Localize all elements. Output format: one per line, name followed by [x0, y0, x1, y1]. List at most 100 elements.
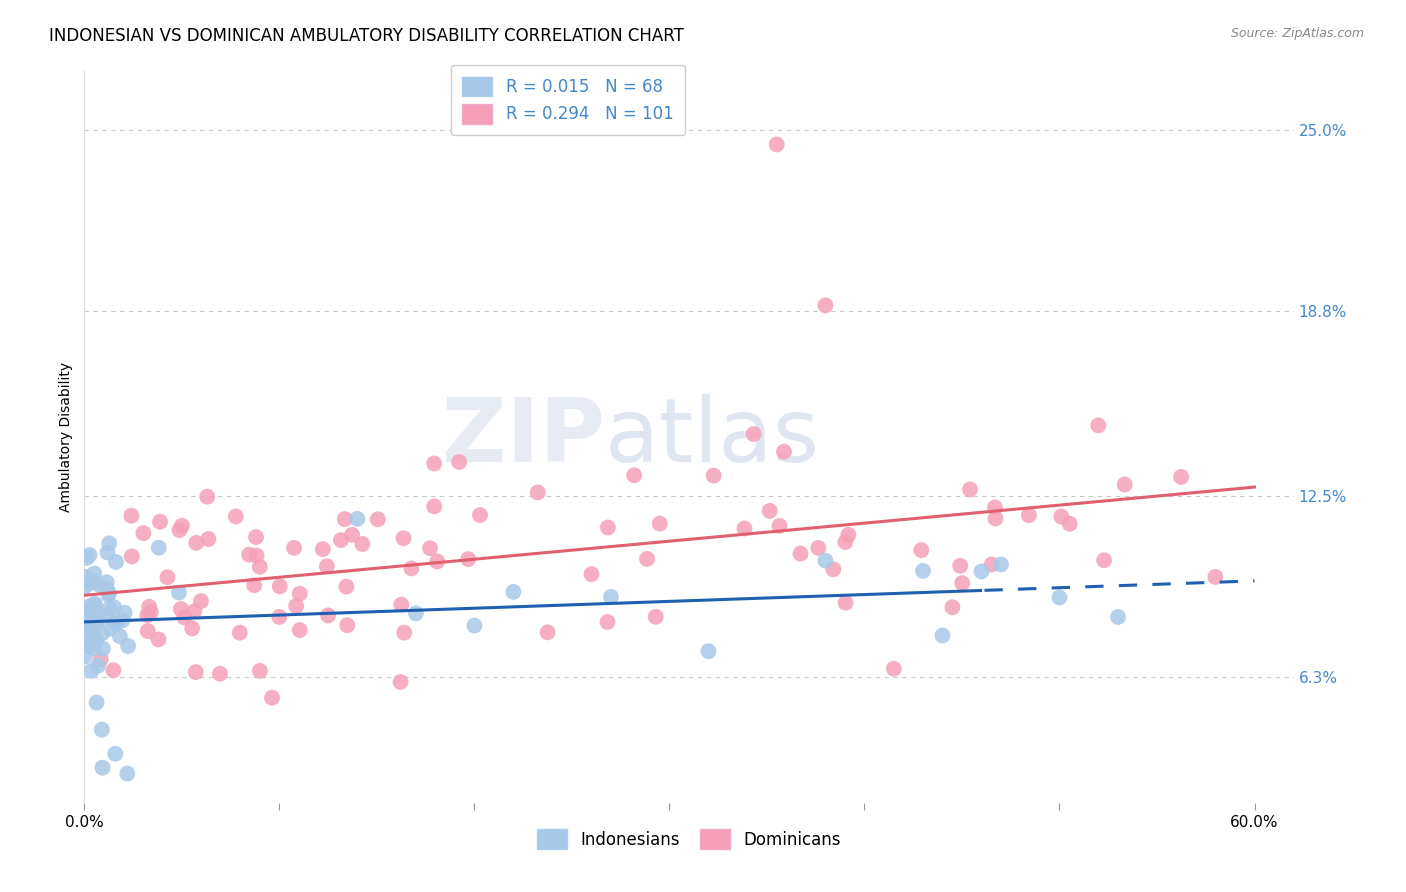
Point: [823, 562, 845, 576]
Point: [392, 625, 415, 640]
Point: [184, 665, 207, 680]
Point: [97, 588, 120, 602]
Point: [170, 602, 193, 616]
Point: [136, 624, 159, 639]
Point: [648, 516, 671, 531]
Point: [697, 644, 720, 658]
Point: [148, 541, 170, 555]
Point: [742, 427, 765, 442]
Point: [197, 532, 219, 546]
Point: [931, 628, 953, 642]
Point: [315, 559, 337, 574]
Point: [98, 601, 121, 615]
Point: [103, 663, 125, 677]
Point: [285, 599, 308, 613]
Point: [111, 613, 134, 627]
Point: [225, 509, 247, 524]
Point: [636, 552, 658, 566]
Point: [91, 761, 114, 775]
Point: [312, 542, 335, 557]
Point: [335, 580, 357, 594]
Point: [245, 530, 267, 544]
Point: [170, 518, 193, 533]
Point: [73, 580, 96, 594]
Point: [249, 559, 271, 574]
Point: [82, 637, 104, 651]
Point: [834, 596, 856, 610]
Point: [950, 576, 973, 591]
Point: [773, 445, 796, 459]
Point: [84, 574, 107, 589]
Point: [288, 587, 311, 601]
Point: [457, 552, 479, 566]
Point: [138, 599, 160, 614]
Point: [169, 523, 191, 537]
Point: [75, 570, 97, 584]
Point: [1050, 509, 1073, 524]
Point: [536, 625, 558, 640]
Point: [990, 558, 1012, 572]
Point: [329, 533, 352, 547]
Point: [249, 664, 271, 678]
Point: [91, 641, 114, 656]
Point: [340, 528, 363, 542]
Point: [104, 747, 127, 761]
Point: [980, 558, 1002, 572]
Point: [79, 548, 101, 562]
Point: [89, 578, 111, 592]
Point: [526, 485, 548, 500]
Point: [86, 696, 108, 710]
Point: [173, 610, 195, 624]
Point: [108, 629, 131, 643]
Point: [246, 549, 269, 563]
Point: [269, 610, 291, 624]
Point: [502, 585, 524, 599]
Point: [82, 625, 104, 640]
Point: [103, 600, 125, 615]
Point: [834, 535, 856, 549]
Point: [98, 536, 121, 550]
Point: [423, 457, 446, 471]
Point: [86, 634, 108, 648]
Point: [121, 549, 143, 564]
Legend: Indonesians, Dominicans: Indonesians, Dominicans: [526, 818, 852, 860]
Point: [114, 606, 136, 620]
Point: [181, 621, 204, 635]
Point: [941, 600, 963, 615]
Point: [1092, 553, 1115, 567]
Point: [82, 624, 104, 638]
Point: [117, 639, 139, 653]
Point: [392, 531, 415, 545]
Point: [86, 615, 108, 630]
Point: [208, 666, 231, 681]
Point: [117, 766, 139, 780]
Point: [426, 554, 449, 568]
Point: [623, 468, 645, 483]
Y-axis label: Ambulatory Disability: Ambulatory Disability: [59, 362, 73, 512]
Point: [83, 599, 105, 613]
Point: [423, 500, 446, 514]
Point: [120, 508, 142, 523]
Point: [807, 541, 830, 555]
Point: [73, 649, 96, 664]
Point: [97, 586, 120, 600]
Point: [468, 508, 491, 522]
Point: [90, 723, 112, 737]
Point: [84, 615, 107, 629]
Point: [183, 604, 205, 618]
Point: [600, 590, 623, 604]
Point: [90, 652, 112, 666]
Point: [463, 618, 485, 632]
Point: [959, 483, 981, 497]
Point: [1049, 591, 1071, 605]
Point: [80, 664, 103, 678]
Point: [949, 558, 972, 573]
Point: [789, 547, 811, 561]
Point: [596, 615, 619, 629]
Point: [1018, 508, 1040, 523]
Point: [82, 603, 104, 617]
Point: [82, 641, 104, 656]
Point: [79, 599, 101, 614]
Point: [79, 576, 101, 591]
Point: [346, 512, 368, 526]
